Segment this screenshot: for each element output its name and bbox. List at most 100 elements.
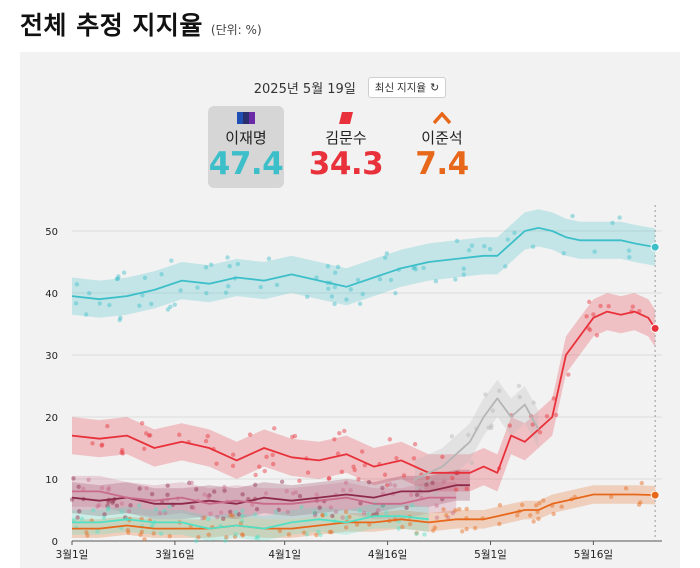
poll-point xyxy=(211,489,217,494)
poll-point xyxy=(335,264,341,270)
poll-point xyxy=(102,512,107,517)
poll-point xyxy=(320,512,325,518)
poll-point xyxy=(312,510,317,515)
poll-point xyxy=(496,388,502,394)
poll-point xyxy=(382,472,388,477)
poll-point xyxy=(95,529,100,534)
poll-point xyxy=(136,503,142,508)
poll-point xyxy=(177,432,182,437)
poll-point xyxy=(325,264,331,269)
poll-point xyxy=(224,535,229,540)
poll-point xyxy=(120,451,125,456)
poll-point xyxy=(218,510,224,515)
poll-point xyxy=(118,315,123,320)
poll-point xyxy=(286,532,292,537)
poll-point xyxy=(487,246,493,252)
poll-point xyxy=(609,494,614,500)
poll-point xyxy=(332,301,337,307)
poll-point xyxy=(142,446,147,451)
poll-point xyxy=(239,518,245,524)
candidate-name: 이준석 xyxy=(421,129,463,147)
poll-point xyxy=(323,512,328,517)
poll-point xyxy=(149,491,155,497)
poll-point xyxy=(376,508,381,513)
poll-point xyxy=(536,516,541,522)
poll-point xyxy=(202,492,207,497)
poll-point xyxy=(630,304,635,309)
poll-point xyxy=(153,507,159,512)
poll-point xyxy=(194,487,199,492)
poll-point xyxy=(270,461,276,467)
series-line xyxy=(71,310,656,474)
poll-point xyxy=(142,537,147,542)
poll-point xyxy=(512,230,517,236)
poll-point xyxy=(414,492,420,498)
poll-point xyxy=(270,452,275,458)
poll-point xyxy=(367,522,372,527)
poll-point xyxy=(200,516,205,521)
poll-point xyxy=(254,507,260,512)
poll-point xyxy=(146,433,152,438)
poll-point xyxy=(225,255,230,260)
poll-point xyxy=(374,511,379,516)
poll-point xyxy=(320,513,326,518)
poll-point xyxy=(617,215,622,220)
poll-point xyxy=(165,483,170,488)
series-line xyxy=(71,226,656,301)
candidate-name: 이재명 xyxy=(225,129,267,147)
poll-point xyxy=(626,248,632,253)
poll-point xyxy=(366,479,372,485)
poll-point xyxy=(344,297,349,302)
poll-point xyxy=(343,480,349,485)
poll-point xyxy=(453,508,458,513)
poll-point xyxy=(125,527,131,533)
poll-point xyxy=(531,519,536,524)
poll-point xyxy=(238,520,244,526)
poll-point xyxy=(449,434,455,439)
poll-point xyxy=(414,530,419,536)
poll-point xyxy=(530,422,535,427)
poll-point xyxy=(119,509,125,514)
poll-point xyxy=(400,524,405,530)
poll-point xyxy=(444,513,449,518)
poll-point xyxy=(454,238,460,244)
poll-point xyxy=(366,511,371,517)
poll-point xyxy=(587,327,593,333)
poll-point xyxy=(413,267,418,272)
poll-point xyxy=(126,509,132,514)
latest-support-button[interactable]: 최신 지지율 ↻ xyxy=(367,76,447,98)
candidate-card-lee-jaemyung[interactable]: 이재명 47.4 xyxy=(208,106,284,188)
poll-point xyxy=(544,414,550,419)
x-tick-label: 4월1일 xyxy=(268,548,301,561)
poll-point xyxy=(610,220,615,226)
poll-point xyxy=(276,507,281,512)
poll-point xyxy=(505,237,511,242)
poll-point xyxy=(272,426,277,431)
poll-point xyxy=(528,513,533,518)
poll-point xyxy=(591,312,596,317)
poll-point xyxy=(105,423,110,429)
poll-point xyxy=(215,514,220,520)
poll-point xyxy=(427,478,433,483)
poll-point xyxy=(290,491,296,496)
poll-point xyxy=(73,301,79,306)
poll-point xyxy=(333,509,339,514)
poll-point xyxy=(407,521,413,527)
poll-point xyxy=(440,454,445,460)
candidate-card-lee-junseok[interactable]: 이준석 7.4 xyxy=(404,106,480,188)
poll-point xyxy=(362,463,368,468)
y-tick-label: 30 xyxy=(45,351,58,362)
poll-point xyxy=(332,437,337,442)
poll-point xyxy=(305,294,310,300)
poll-point xyxy=(464,486,469,492)
poll-point xyxy=(551,511,556,517)
poll-point xyxy=(230,513,235,518)
poll-point xyxy=(178,288,183,293)
candidate-card-kim-moonsoo[interactable]: 김문수 34.3 xyxy=(308,106,384,188)
poll-point xyxy=(393,291,398,296)
poll-point xyxy=(95,504,100,509)
poll-point xyxy=(636,502,642,507)
poll-point xyxy=(207,493,212,498)
confidence-band xyxy=(72,503,429,541)
